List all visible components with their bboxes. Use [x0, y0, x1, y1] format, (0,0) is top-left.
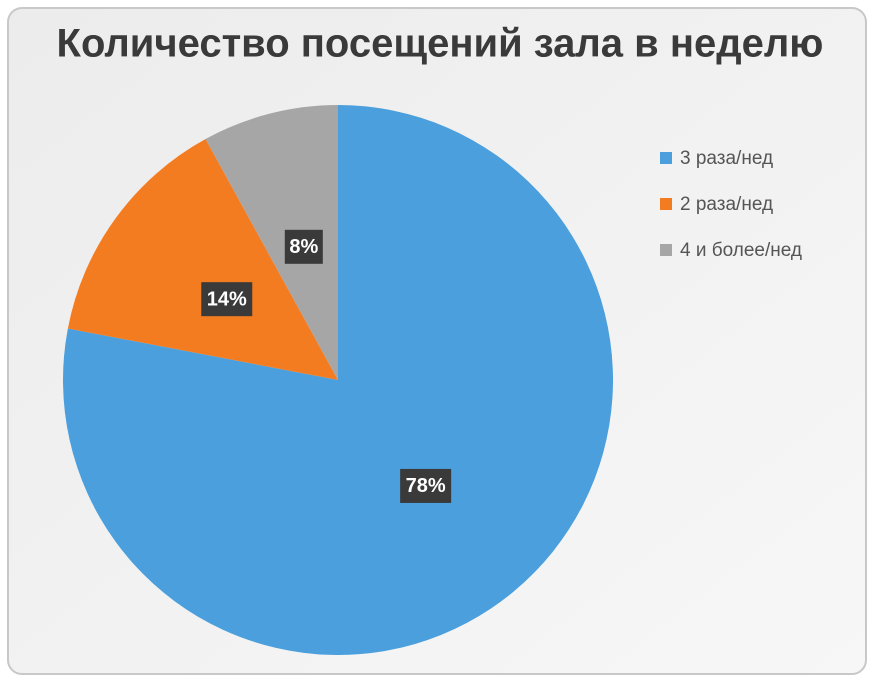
data-label: 78% [406, 475, 446, 497]
data-label: 14% [207, 288, 247, 310]
legend-swatch [660, 152, 672, 164]
pie-slice [205, 105, 338, 380]
data-label: 8% [289, 236, 318, 258]
data-label-box [201, 282, 253, 317]
legend-label: 2 раза/нед [680, 194, 773, 215]
legend-swatch [660, 244, 672, 256]
data-label-box [284, 229, 323, 264]
data-label-box [400, 468, 452, 503]
legend-label: 4 и более/нед [680, 240, 802, 261]
pie-slice [67, 139, 339, 380]
legend-swatch [660, 198, 672, 210]
legend-label: 3 раза/нед [680, 148, 773, 169]
chart-title: Количество посещений зала в неделю [57, 22, 824, 66]
